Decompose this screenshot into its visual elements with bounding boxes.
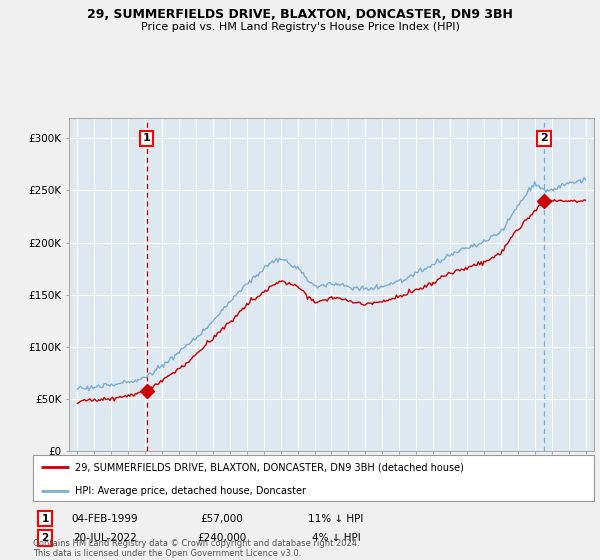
Text: Contains HM Land Registry data © Crown copyright and database right 2024.
This d: Contains HM Land Registry data © Crown c… [33, 539, 359, 558]
Text: Price paid vs. HM Land Registry's House Price Index (HPI): Price paid vs. HM Land Registry's House … [140, 22, 460, 32]
Text: 29, SUMMERFIELDS DRIVE, BLAXTON, DONCASTER, DN9 3BH: 29, SUMMERFIELDS DRIVE, BLAXTON, DONCAST… [87, 8, 513, 21]
Text: 1: 1 [41, 514, 49, 524]
Text: £57,000: £57,000 [200, 514, 244, 524]
Text: 2: 2 [41, 533, 49, 543]
Text: 04-FEB-1999: 04-FEB-1999 [71, 514, 139, 524]
Text: 4% ↓ HPI: 4% ↓ HPI [311, 533, 361, 543]
Text: 1: 1 [143, 133, 151, 143]
Text: £240,000: £240,000 [197, 533, 247, 543]
Text: HPI: Average price, detached house, Doncaster: HPI: Average price, detached house, Donc… [75, 486, 306, 496]
Text: 29, SUMMERFIELDS DRIVE, BLAXTON, DONCASTER, DN9 3BH (detached house): 29, SUMMERFIELDS DRIVE, BLAXTON, DONCAST… [75, 462, 464, 472]
Text: 20-JUL-2022: 20-JUL-2022 [73, 533, 137, 543]
Text: 11% ↓ HPI: 11% ↓ HPI [308, 514, 364, 524]
Text: 2: 2 [540, 133, 548, 143]
